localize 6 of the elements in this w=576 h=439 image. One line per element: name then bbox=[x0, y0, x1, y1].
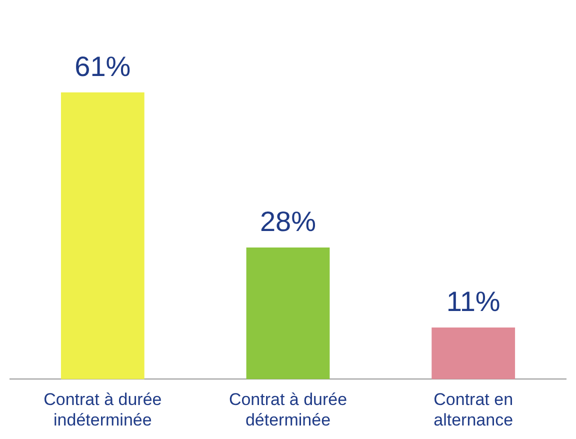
x-tick-label: Contrat à durée indéterminée bbox=[44, 390, 162, 430]
x-tick-label: Contrat en alternance bbox=[434, 390, 514, 430]
data-label: 61% bbox=[74, 51, 131, 82]
data-label: 28% bbox=[260, 206, 316, 238]
data-label: 11% bbox=[446, 286, 500, 318]
x-tick-label: Contrat à durée déterminée bbox=[228, 390, 348, 430]
